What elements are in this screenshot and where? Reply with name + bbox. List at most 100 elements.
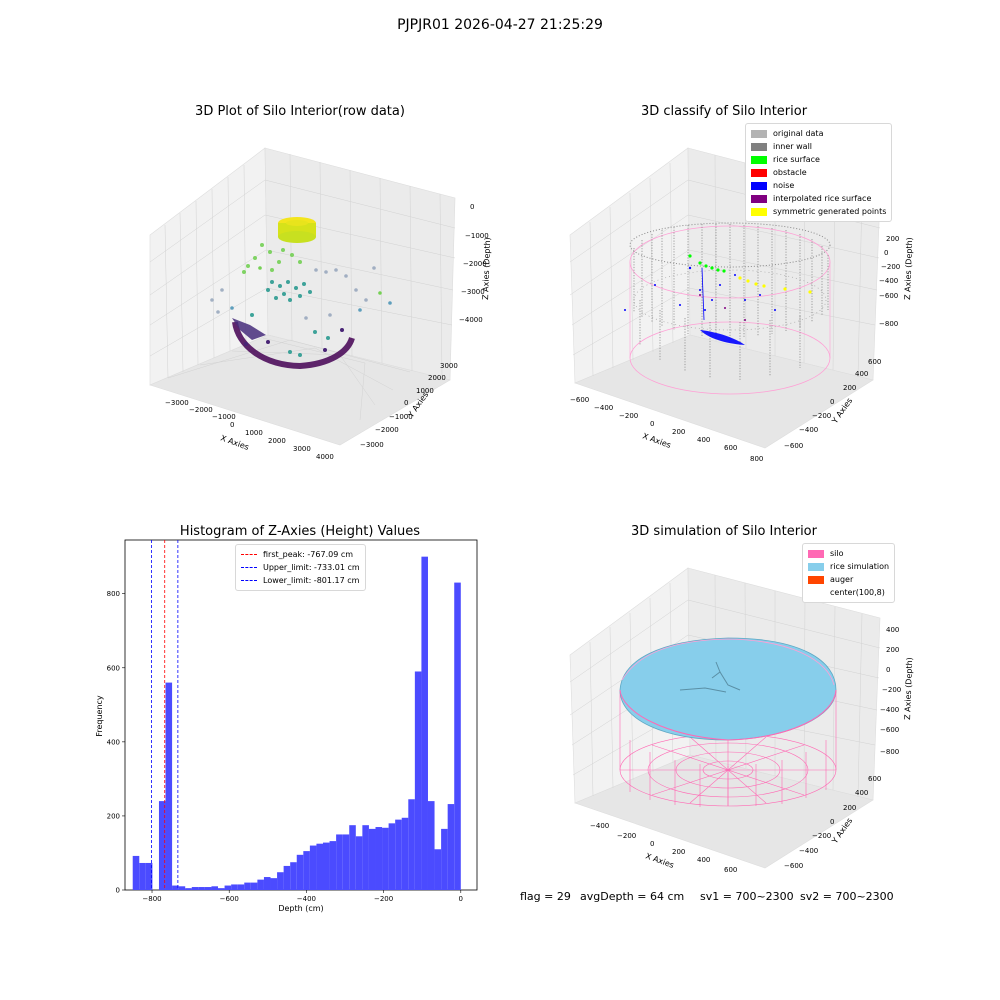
svg-text:−600: −600	[570, 396, 589, 404]
histogram-bar	[165, 682, 173, 890]
histogram-bar	[401, 817, 409, 890]
svg-text:−3000: −3000	[165, 399, 189, 407]
histogram-bar	[454, 582, 461, 890]
classify-legend-noise: noise	[751, 179, 886, 192]
histogram-bar	[296, 854, 304, 890]
histogram-bar	[368, 828, 376, 890]
histogram-bar	[290, 862, 297, 890]
histogram-bar	[244, 882, 251, 890]
svg-text:−3000: −3000	[360, 441, 384, 449]
sim-legend-auger: auger	[808, 573, 889, 586]
svg-text:2000: 2000	[428, 374, 446, 382]
sim-x-ticks: −400 −200 0 200 400 600	[590, 822, 737, 874]
figure-suptitle: PJPJR01 2026-04-27 21:25:29	[397, 17, 603, 33]
histogram-bar	[323, 842, 330, 890]
svg-text:−200: −200	[812, 412, 831, 420]
svg-text:−2000: −2000	[463, 260, 487, 268]
histogram-y-ticks: 0 200 400 600 800	[107, 590, 125, 895]
sim-x-label: X Axies	[644, 851, 675, 870]
svg-text:0: 0	[884, 249, 888, 257]
histogram-vlines	[151, 540, 179, 890]
svg-text:0: 0	[650, 840, 654, 848]
sim-legend-silo: silo	[808, 547, 889, 560]
histogram-bar	[414, 671, 422, 890]
histogram-bar	[395, 819, 402, 890]
histogram-bar	[434, 849, 442, 890]
svg-text:−600: −600	[879, 292, 898, 300]
histogram-bar	[362, 825, 369, 890]
svg-text:0: 0	[830, 818, 834, 826]
sim-legend-center: center(100,8)	[808, 586, 889, 599]
svg-text:−200: −200	[881, 263, 900, 271]
histogram-title: Histogram of Z-Axies (Height) Values	[179, 524, 421, 539]
status-avg-depth: avgDepth = 64 cm	[580, 890, 685, 903]
sim-rice-surface	[619, 637, 837, 741]
svg-text:−1000: −1000	[389, 413, 413, 421]
svg-text:4000: 4000	[316, 453, 334, 461]
histogram-bar	[447, 804, 455, 890]
raw-z-label: Z Axies (Depth)	[481, 237, 492, 300]
svg-text:−200: −200	[882, 686, 901, 694]
svg-text:−1000: −1000	[212, 413, 236, 421]
svg-text:3000: 3000	[293, 445, 311, 453]
sim-z-label: Z Axies (Depth)	[903, 657, 914, 720]
raw-y-ticks: 3000 2000 1000 0 −1000 −2000 −3000	[360, 362, 458, 449]
svg-text:600: 600	[724, 866, 737, 874]
svg-text:−400: −400	[799, 847, 818, 855]
histogram-bar	[231, 884, 238, 890]
classify-legend: original data inner wall rice surface ob…	[745, 123, 893, 222]
histogram-bar	[382, 827, 389, 890]
svg-text:600: 600	[868, 775, 881, 783]
histogram-bar	[139, 862, 146, 890]
raw-panel-title: 3D Plot of Silo Interior(row data)	[195, 104, 405, 119]
histogram-bar	[132, 855, 140, 890]
histogram-bar	[185, 888, 192, 890]
histogram-x-tick-label: −600	[220, 895, 239, 903]
classify-legend-original: original data	[751, 127, 886, 140]
svg-text:200: 200	[672, 848, 685, 856]
svg-text:−400: −400	[799, 426, 818, 434]
svg-text:2000: 2000	[268, 437, 286, 445]
raw-z-ticks: 0 −1000 −2000 −3000 −4000	[459, 203, 489, 324]
svg-text:−3000: −3000	[461, 288, 485, 296]
svg-text:−1000: −1000	[465, 232, 489, 240]
histogram-y-tick-label: 200	[107, 812, 120, 820]
histogram-x-label: Depth (cm)	[278, 904, 323, 913]
svg-text:400: 400	[886, 626, 899, 634]
histogram-bar	[158, 801, 166, 890]
svg-text:−600: −600	[784, 442, 803, 450]
sim-legend: silo rice simulation auger center(100,8)	[802, 543, 896, 603]
svg-text:200: 200	[886, 646, 899, 654]
svg-text:0: 0	[650, 420, 654, 428]
histogram-bar	[309, 845, 317, 890]
histogram-x-tick-label: 0	[459, 895, 463, 903]
raw-3d-panes	[149, 147, 456, 446]
svg-text:−400: −400	[590, 822, 609, 830]
histogram-y-tick-label: 0	[116, 887, 120, 895]
svg-text:0: 0	[830, 398, 834, 406]
svg-text:−400: −400	[879, 277, 898, 285]
svg-text:−200: −200	[812, 832, 831, 840]
svg-text:−400: −400	[594, 404, 613, 412]
svg-text:600: 600	[724, 444, 737, 452]
svg-text:1000: 1000	[416, 387, 434, 395]
histogram-bar	[408, 799, 415, 890]
sim-legend-rice: rice simulation	[808, 560, 889, 573]
histogram-bar	[421, 556, 428, 890]
histogram-bar	[270, 878, 278, 890]
histogram-bar	[145, 862, 153, 890]
histogram-bar	[250, 882, 258, 890]
svg-text:400: 400	[855, 789, 868, 797]
histogram-bar	[211, 886, 219, 890]
svg-text:−2000: −2000	[189, 406, 213, 414]
svg-text:−600: −600	[784, 862, 803, 870]
svg-text:−2000: −2000	[375, 426, 399, 434]
histogram-bar	[375, 827, 383, 890]
classify-legend-obstacle: obstacle	[751, 166, 886, 179]
histogram-x-ticks: −800 −600 −400 −200 0	[142, 890, 463, 903]
